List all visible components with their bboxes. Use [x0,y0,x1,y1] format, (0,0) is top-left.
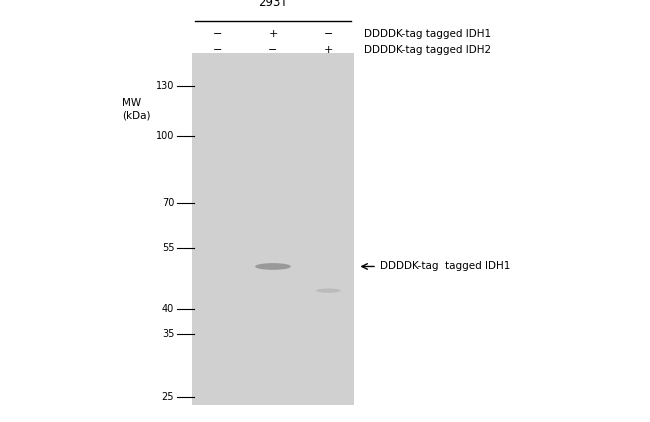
Text: +: + [324,45,333,55]
Text: −: − [213,45,222,55]
Text: DDDDK-tag  tagged IDH1: DDDDK-tag tagged IDH1 [380,262,511,271]
Text: +: + [268,29,278,39]
Text: 25: 25 [162,392,174,403]
Text: 40: 40 [162,303,174,314]
Text: 35: 35 [162,329,174,339]
Ellipse shape [316,289,341,293]
Text: 100: 100 [156,130,174,141]
Text: −: − [324,29,333,39]
Text: −: − [268,45,278,55]
Ellipse shape [255,263,291,270]
Bar [192,53,354,405]
Text: DDDDK-tag tagged IDH2: DDDDK-tag tagged IDH2 [364,45,491,55]
Text: DDDDK-tag tagged IDH1: DDDDK-tag tagged IDH1 [364,29,491,39]
Text: 55: 55 [162,243,174,254]
Text: 293T: 293T [258,0,288,9]
Text: −: − [213,29,222,39]
Text: MW
(kDa): MW (kDa) [122,97,151,121]
Text: 130: 130 [156,81,174,91]
Text: 70: 70 [162,198,174,208]
